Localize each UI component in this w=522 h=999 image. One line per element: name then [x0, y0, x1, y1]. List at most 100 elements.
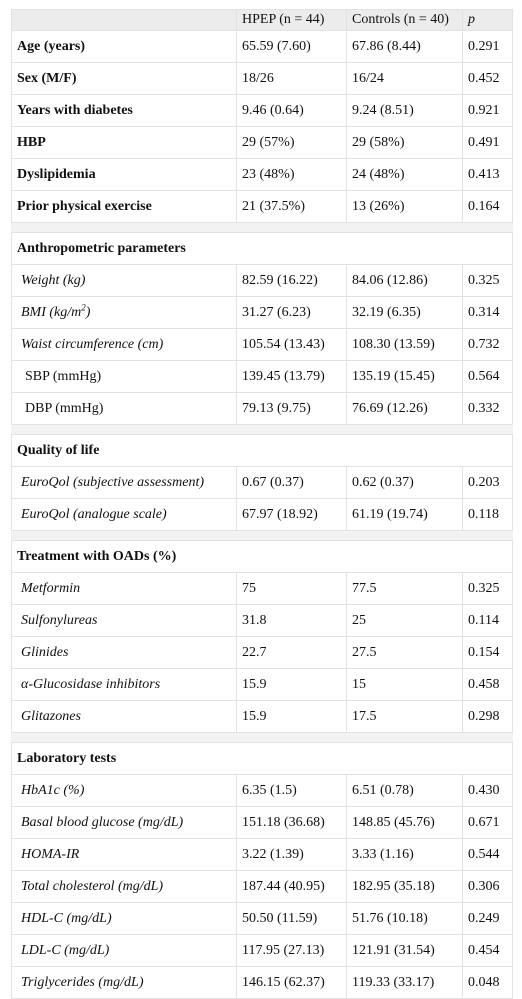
controls-value: 29 (58%): [346, 126, 463, 159]
p-value: 0.048: [462, 966, 513, 999]
controls-value: 77.5: [346, 572, 463, 605]
controls-value: 61.19 (19.74): [346, 498, 463, 531]
section-title-quality-of-life: Quality of life: [11, 434, 513, 467]
table-row: Waist circumference (cm) 105.54 (13.43) …: [11, 328, 513, 361]
p-value: 0.249: [462, 902, 513, 935]
table-row: Basal blood glucose (mg/dL) 151.18 (36.6…: [11, 806, 513, 839]
controls-value: 17.5: [346, 700, 463, 733]
hpep-value: 151.18 (36.68): [236, 806, 347, 839]
table-row: EuroQol (analogue scale) 67.97 (18.92) 6…: [11, 498, 513, 531]
table-row: HOMA-IR 3.22 (1.39) 3.33 (1.16) 0.544: [11, 838, 513, 871]
p-value: 0.114: [462, 604, 513, 637]
hpep-value: 23 (48%): [236, 158, 347, 191]
row-label: Dyslipidemia: [11, 158, 237, 191]
controls-value: 6.51 (0.78): [346, 774, 463, 807]
hpep-value: 65.59 (7.60): [236, 30, 347, 63]
row-label: HBP: [11, 126, 237, 159]
header-hpep: HPEP (n = 44): [236, 9, 347, 31]
controls-value: 15: [346, 668, 463, 701]
controls-value: 108.30 (13.59): [346, 328, 463, 361]
section-header-row: Laboratory tests: [11, 742, 513, 775]
row-label: Glitazones: [11, 700, 237, 733]
row-label: EuroQol (subjective assessment): [11, 466, 237, 499]
controls-value: 13 (26%): [346, 190, 463, 223]
hpep-value: 18/26: [236, 62, 347, 95]
controls-value: 0.62 (0.37): [346, 466, 463, 499]
controls-value: 121.91 (31.54): [346, 934, 463, 967]
hpep-value: 105.54 (13.43): [236, 328, 347, 361]
row-label: BMI (kg/m2): [11, 296, 237, 329]
controls-value: 148.85 (45.76): [346, 806, 463, 839]
section-title-anthropometric: Anthropometric parameters: [11, 232, 513, 265]
hpep-value: 15.9: [236, 668, 347, 701]
hpep-value: 22.7: [236, 636, 347, 669]
header-row: HPEP (n = 44) Controls (n = 40) p: [11, 9, 513, 31]
controls-value: 76.69 (12.26): [346, 392, 463, 425]
bmi-label-close: ): [85, 305, 91, 320]
table-row: EuroQol (subjective assessment) 0.67 (0.…: [11, 466, 513, 499]
p-value: 0.291: [462, 30, 513, 63]
header-p-value: p: [462, 9, 513, 31]
table-row: Triglycerides (mg/dL) 146.15 (62.37) 119…: [11, 966, 513, 999]
p-value: 0.671: [462, 806, 513, 839]
row-label: Prior physical exercise: [11, 190, 237, 223]
p-value: 0.564: [462, 360, 513, 393]
controls-value: 67.86 (8.44): [346, 30, 463, 63]
table-row: Total cholesterol (mg/dL) 187.44 (40.95)…: [11, 870, 513, 903]
row-label: SBP (mmHg): [11, 360, 237, 393]
header-controls: Controls (n = 40): [346, 9, 463, 31]
hpep-value: 31.27 (6.23): [236, 296, 347, 329]
row-label: Total cholesterol (mg/dL): [11, 870, 237, 903]
controls-value: 9.24 (8.51): [346, 94, 463, 127]
p-value: 0.332: [462, 392, 513, 425]
table-row: HbA1c (%) 6.35 (1.5) 6.51 (0.78) 0.430: [11, 774, 513, 807]
spacer-row: [11, 222, 513, 233]
row-label: Sex (M/F): [11, 62, 237, 95]
hpep-value: 3.22 (1.39): [236, 838, 347, 871]
baseline-characteristics-table-container: HPEP (n = 44) Controls (n = 40) p Age (y…: [11, 9, 513, 999]
hpep-value: 15.9: [236, 700, 347, 733]
p-value: 0.203: [462, 466, 513, 499]
table-row: Age (years) 65.59 (7.60) 67.86 (8.44) 0.…: [11, 30, 513, 63]
table-row: Years with diabetes 9.46 (0.64) 9.24 (8.…: [11, 94, 513, 127]
p-value: 0.413: [462, 158, 513, 191]
row-label: DBP (mmHg): [11, 392, 237, 425]
controls-value: 84.06 (12.86): [346, 264, 463, 297]
hpep-value: 79.13 (9.75): [236, 392, 347, 425]
row-label: Years with diabetes: [11, 94, 237, 127]
row-label: α-Glucosidase inhibitors: [11, 668, 237, 701]
p-value: 0.118: [462, 498, 513, 531]
row-label: Triglycerides (mg/dL): [11, 966, 237, 999]
p-value: 0.325: [462, 264, 513, 297]
p-value: 0.454: [462, 934, 513, 967]
header-variable: [11, 9, 237, 31]
controls-value: 51.76 (10.18): [346, 902, 463, 935]
row-label: EuroQol (analogue scale): [11, 498, 237, 531]
bmi-label-superscript: 2: [81, 302, 86, 313]
row-label: Sulfonylureas: [11, 604, 237, 637]
p-value: 0.732: [462, 328, 513, 361]
table-row: Glitazones 15.9 17.5 0.298: [11, 700, 513, 733]
table-row: Dyslipidemia 23 (48%) 24 (48%) 0.413: [11, 158, 513, 191]
hpep-value: 187.44 (40.95): [236, 870, 347, 903]
p-value: 0.458: [462, 668, 513, 701]
hpep-value: 50.50 (11.59): [236, 902, 347, 935]
baseline-characteristics-table: HPEP (n = 44) Controls (n = 40) p Age (y…: [11, 9, 513, 999]
controls-value: 24 (48%): [346, 158, 463, 191]
hpep-value: 67.97 (18.92): [236, 498, 347, 531]
row-label: Waist circumference (cm): [11, 328, 237, 361]
table-row: Prior physical exercise 21 (37.5%) 13 (2…: [11, 190, 513, 223]
hpep-value: 6.35 (1.5): [236, 774, 347, 807]
p-value: 0.325: [462, 572, 513, 605]
hpep-value: 146.15 (62.37): [236, 966, 347, 999]
p-value: 0.921: [462, 94, 513, 127]
table-row: Sulfonylureas 31.8 25 0.114: [11, 604, 513, 637]
row-label: Glinides: [11, 636, 237, 669]
hpep-value: 31.8: [236, 604, 347, 637]
p-value: 0.164: [462, 190, 513, 223]
row-label: Age (years): [11, 30, 237, 63]
controls-value: 3.33 (1.16): [346, 838, 463, 871]
p-value: 0.306: [462, 870, 513, 903]
hpep-value: 139.45 (13.79): [236, 360, 347, 393]
section-header-row: Anthropometric parameters: [11, 232, 513, 265]
